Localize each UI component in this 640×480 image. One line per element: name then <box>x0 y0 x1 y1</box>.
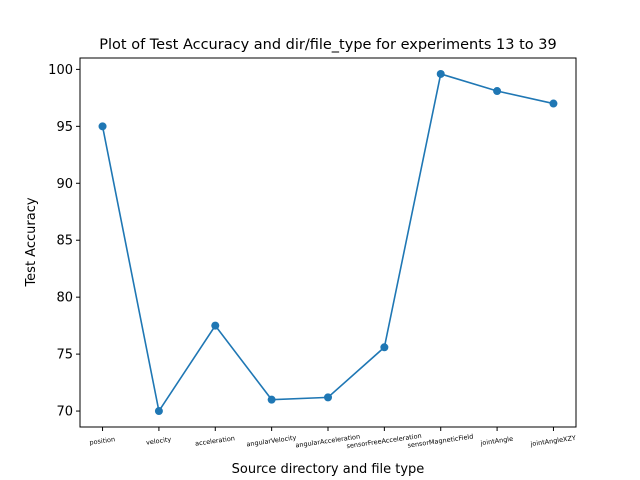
x-tick-label: angularVelocity <box>246 434 297 449</box>
y-tick-label: 100 <box>48 63 73 78</box>
y-tick-label: 85 <box>56 234 73 249</box>
data-point <box>493 87 502 96</box>
data-point <box>267 395 276 404</box>
data-point <box>211 321 220 330</box>
data-point <box>98 122 107 131</box>
y-tick-label: 75 <box>56 348 73 363</box>
x-tick-label: jointAngleXZY <box>529 434 576 448</box>
data-point <box>380 343 389 352</box>
data-point <box>154 407 163 416</box>
y-tick-label: 70 <box>56 405 73 420</box>
x-tick-label: acceleration <box>195 434 236 447</box>
x-tick-label: jointAngle <box>479 435 514 448</box>
data-point <box>436 69 445 78</box>
x-axis-label: Source directory and file type <box>232 462 425 477</box>
y-axis-ticks: 70 75 80 85 90 95 100 <box>48 63 80 420</box>
y-tick-label: 90 <box>56 177 73 192</box>
y-tick-label: 80 <box>56 291 73 306</box>
plot-area <box>79 57 577 428</box>
data-point <box>549 99 558 108</box>
series-layer <box>98 69 558 416</box>
x-tick-label: velocity <box>145 435 171 446</box>
x-tick-label: position <box>89 435 116 447</box>
data-point <box>324 393 332 402</box>
y-axis-label: Test Accuracy <box>24 197 39 287</box>
x-axis-ticks: position velocity acceleration angularVeloc… <box>89 427 576 450</box>
chart-title: Plot of Test Accuracy and dir/file_type … <box>99 37 556 53</box>
y-tick-label: 95 <box>56 120 73 135</box>
